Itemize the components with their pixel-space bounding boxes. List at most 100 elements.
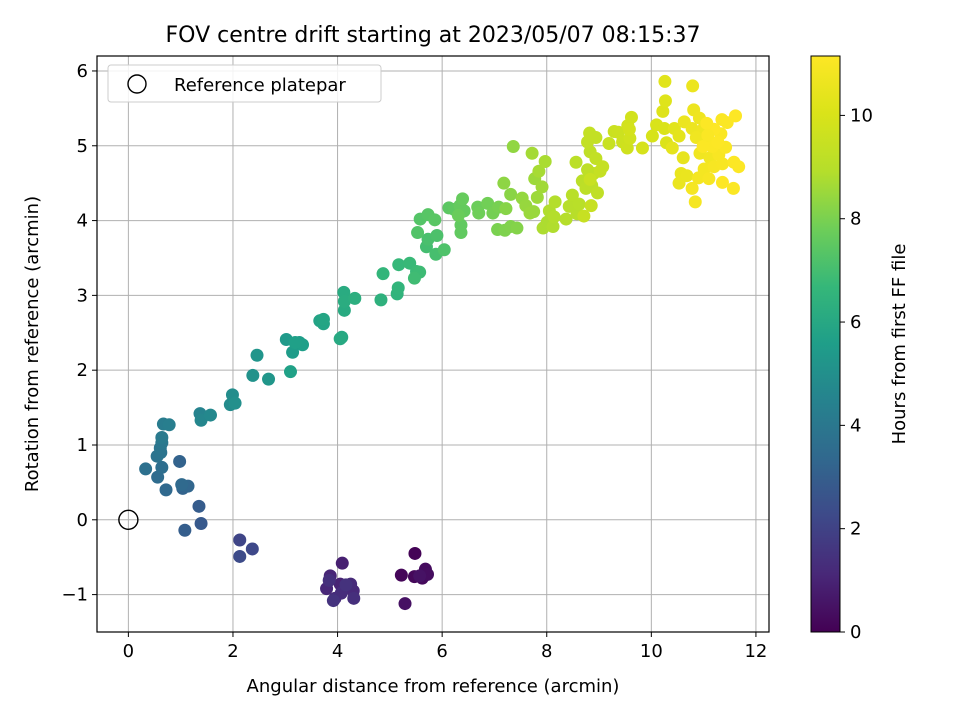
x-axis-label: Angular distance from reference (arcmin)	[247, 676, 620, 697]
data-point	[672, 129, 686, 143]
colorbar-label: Hours from first FF file	[889, 244, 910, 445]
plot-frame	[96, 55, 770, 633]
legend-box	[107, 64, 382, 103]
data-point	[392, 258, 406, 272]
data-point	[472, 206, 486, 220]
data-point	[611, 125, 625, 139]
data-point	[688, 195, 702, 209]
data-point	[407, 271, 421, 285]
data-point	[538, 154, 552, 168]
reference-point	[118, 509, 139, 530]
data-point	[691, 171, 705, 185]
x-tick-label: 0	[123, 641, 134, 662]
data-point	[175, 478, 189, 492]
legend-label: Reference platepar	[174, 75, 346, 96]
data-point	[283, 365, 297, 379]
data-point	[288, 336, 302, 350]
data-point	[335, 556, 349, 570]
data-point	[454, 218, 468, 232]
data-point	[203, 408, 217, 422]
x-axis-ticks: 0 2 4 6 8 10 12	[123, 632, 767, 662]
data-point	[391, 281, 405, 295]
data-point	[233, 549, 247, 563]
data-point	[547, 210, 561, 224]
data-point	[337, 294, 351, 308]
data-point	[413, 569, 427, 583]
data-point	[326, 594, 340, 608]
data-point	[333, 332, 347, 346]
reference-marker	[118, 509, 139, 530]
data-point	[245, 542, 259, 556]
data-point	[532, 164, 546, 178]
data-point	[192, 499, 206, 513]
data-point	[159, 483, 173, 497]
data-point	[658, 94, 672, 108]
data-point	[162, 418, 176, 432]
chart-title: FOV centre drift starting at 2023/05/07 …	[166, 23, 701, 48]
data-point	[527, 205, 541, 219]
data-point	[497, 176, 511, 190]
data-point	[726, 181, 740, 195]
data-point	[583, 172, 597, 186]
scatter-points	[139, 74, 746, 611]
data-point	[428, 213, 442, 227]
data-point	[510, 221, 524, 235]
data-point	[584, 199, 598, 213]
data-point	[437, 243, 451, 257]
data-point	[700, 116, 714, 130]
colorbar-tick-label: 6	[850, 312, 861, 333]
y-axis-ticks: −1 0 1 2 3 4 5 6	[61, 61, 97, 606]
data-point	[732, 160, 746, 174]
y-tick-label: 1	[77, 435, 88, 456]
data-point	[530, 190, 544, 204]
data-point	[624, 110, 638, 124]
data-point	[525, 146, 539, 160]
data-point	[262, 372, 276, 386]
data-point	[620, 141, 634, 155]
data-point	[228, 396, 242, 410]
data-point	[589, 131, 603, 145]
data-point	[635, 141, 649, 155]
data-point	[676, 151, 690, 165]
x-tick-label: 6	[436, 641, 447, 662]
legend: Reference platepar	[107, 64, 382, 103]
data-point	[456, 192, 470, 206]
y-tick-label: 2	[77, 360, 88, 381]
data-point	[411, 226, 425, 240]
colorbar-ticks: 0 2 4 6 8 10	[840, 105, 873, 643]
data-point	[577, 209, 591, 223]
x-tick-label: 2	[227, 641, 238, 662]
data-point	[711, 135, 725, 149]
data-point	[504, 187, 518, 201]
data-point	[602, 137, 616, 151]
data-point	[645, 129, 659, 143]
data-point	[548, 195, 562, 209]
data-point	[546, 220, 560, 234]
colorbar-tick-label: 10	[850, 105, 873, 126]
data-point	[686, 79, 700, 93]
data-point	[590, 186, 604, 200]
data-point	[348, 291, 362, 305]
data-point	[596, 160, 610, 174]
data-point	[535, 180, 549, 194]
data-point	[657, 122, 671, 136]
data-point	[559, 212, 573, 226]
data-point	[715, 157, 729, 171]
data-point	[286, 345, 300, 359]
y-tick-label: 4	[77, 211, 88, 232]
data-point	[322, 573, 336, 587]
data-point	[499, 202, 513, 216]
data-point	[394, 568, 408, 582]
data-point	[155, 431, 169, 445]
data-point	[689, 131, 703, 145]
data-point	[565, 188, 579, 202]
data-point	[151, 470, 165, 484]
data-point	[622, 122, 636, 136]
data-point	[430, 229, 444, 243]
data-point	[194, 517, 208, 531]
data-point	[702, 172, 716, 186]
data-point	[685, 181, 699, 195]
data-point	[339, 578, 353, 592]
y-tick-label: 5	[77, 136, 88, 157]
